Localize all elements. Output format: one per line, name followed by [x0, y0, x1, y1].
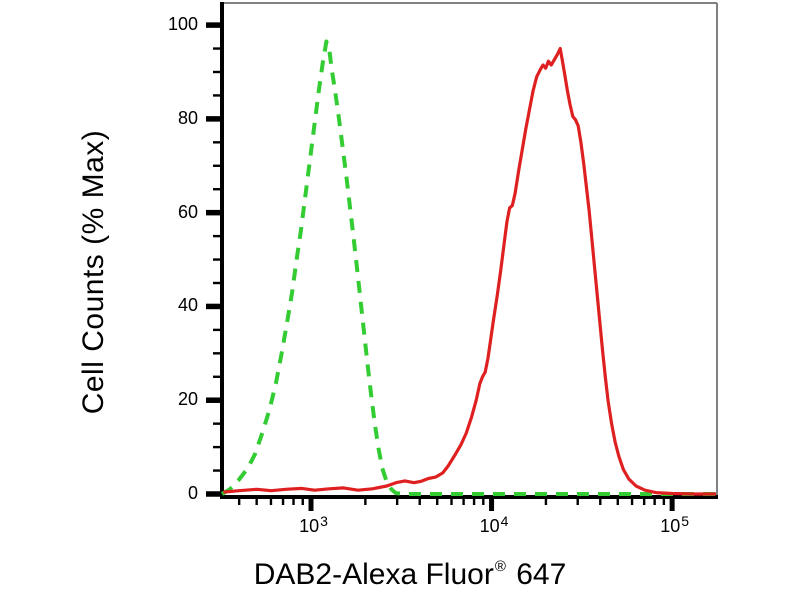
x-tick-label-10e4: 104: [479, 513, 509, 536]
y-tick-label-80: 80: [177, 107, 198, 128]
y-axis-title: Cell Counts (% Max): [77, 129, 110, 415]
green-dashed-curve: [220, 39, 716, 496]
x-tick-label-10e5: 105: [660, 513, 690, 536]
y-tick-label-60: 60: [177, 201, 198, 222]
registered-trademark-icon: ®: [494, 558, 506, 575]
x-tick-label-10e3: 103: [299, 513, 328, 536]
x-axis-title-main: DAB2-Alexa Fluor: [253, 558, 494, 591]
x-axis-title-suffix: 647: [507, 558, 567, 591]
y-tick-label-20: 20: [177, 389, 198, 410]
y-tick-label-40: 40: [177, 295, 198, 316]
x-axis-title: DAB2-Alexa Fluor® 647: [254, 558, 567, 592]
y-tick-label-0: 0: [187, 483, 198, 503]
y-tick-label-100: 100: [167, 14, 198, 35]
red-solid-curve: [223, 46, 716, 496]
